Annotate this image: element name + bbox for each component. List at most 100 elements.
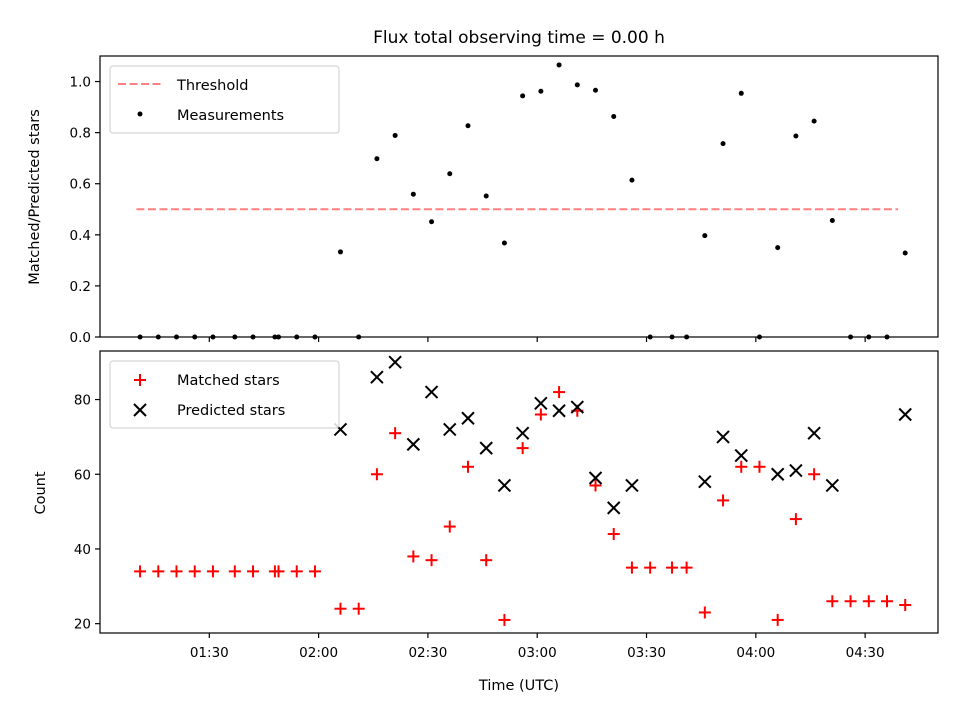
measurement-point (556, 62, 562, 68)
matched-star-point (443, 520, 456, 533)
matched-star-point (461, 460, 474, 473)
matched-star-point (826, 595, 839, 608)
bottom-panel: 20 40 60 80 01:30 02:00 02:30 03:00 03:30 04:00 04… (33, 350, 939, 694)
predicted-star-point (734, 448, 748, 463)
bottom-y-tick-label: 20 (74, 617, 91, 633)
matched-legend-label: Matched stars (177, 373, 280, 389)
matched-star-point (607, 528, 620, 541)
top-panel: 0.0 0.2 0.4 0.6 0.8 1.0 Matched/Predicted sta… (27, 55, 939, 346)
measurement-point (538, 88, 544, 94)
chart-title: Flux total observing time = 0.00 h (373, 28, 665, 48)
measurement-point (465, 123, 471, 129)
matched-star-point (880, 595, 893, 608)
matched-star-point (644, 561, 657, 574)
predicted-star-point (479, 441, 493, 455)
matched-star-point (188, 565, 201, 578)
top-y-tick-label: 0.8 (70, 126, 91, 142)
matched-star-point (753, 460, 766, 473)
x-tick-label: 03:30 (627, 645, 666, 661)
predicted-star-point (424, 385, 439, 399)
matched-star-point (206, 565, 219, 578)
predicted-star-point (716, 430, 730, 444)
matched-star-point (534, 408, 547, 421)
top-y-tick-label: 0.0 (70, 330, 91, 346)
predicted-star-point (698, 475, 712, 489)
predicted-star-point (534, 396, 548, 410)
predicted-star-point (388, 355, 402, 369)
bottom-y-tick-label: 80 (74, 393, 91, 409)
predicted-star-point (461, 411, 475, 425)
matched-star-point (862, 595, 875, 608)
bottom-legend: Matched stars Predicted stars (109, 360, 340, 429)
measurement-point (720, 141, 726, 147)
matched-star-point (247, 565, 260, 578)
matched-star-point (170, 565, 183, 578)
top-y-tick-label: 1.0 (70, 75, 91, 91)
top-y-tick-label: 0.6 (70, 177, 91, 193)
matched-star-point (717, 494, 730, 507)
measurement-point (374, 156, 380, 162)
matched-star-point (370, 468, 383, 481)
predicted-star-point (825, 478, 840, 493)
matched-star-point (789, 513, 802, 526)
matched-star-point (516, 442, 529, 455)
predicted-legend-label: Predicted stars (177, 403, 285, 419)
matched-star-point (698, 606, 711, 619)
measurement-point (574, 82, 580, 88)
measurement-point (593, 87, 599, 93)
matched-star-point (308, 565, 321, 578)
predicted-star-point (789, 463, 803, 478)
matched-star-point (680, 561, 693, 574)
measurement-point (629, 177, 635, 183)
predicted-star-point (552, 404, 566, 418)
measurement-point (501, 240, 507, 246)
x-tick-label: 02:00 (299, 645, 338, 661)
measurement-point (483, 193, 489, 199)
matched-star-point (735, 460, 748, 473)
predicted-star-point (607, 501, 621, 515)
measurement-point (829, 218, 835, 224)
threshold-legend-label: Threshold (176, 78, 248, 94)
top-y-axis-label: Matched/Predicted stars (27, 109, 43, 285)
matched-star-point (152, 565, 165, 578)
predicted-star-point (770, 467, 785, 481)
matched-star-point (272, 565, 285, 578)
matched-star-point (134, 565, 147, 578)
matched-star-point (899, 598, 912, 611)
bottom-legend-box (109, 360, 340, 429)
top-y-tick-label: 0.4 (70, 228, 91, 244)
matched-legend-swatch (134, 374, 146, 386)
predicted-star-point (406, 437, 421, 452)
bottom-y-tick-label: 40 (74, 542, 91, 558)
matched-star-point (589, 479, 602, 492)
matched-star-point (553, 386, 566, 399)
matched-star-point (389, 427, 402, 440)
matched-star-point (666, 561, 679, 574)
bottom-y-tick-label: 60 (74, 467, 91, 483)
matched-star-point (228, 565, 241, 578)
measurement-point (429, 219, 435, 225)
x-tick-label: 02:30 (408, 645, 447, 661)
x-axis-label: Time (UTC) (478, 678, 559, 694)
measurement-point (611, 114, 617, 120)
predicted-star-point (588, 471, 603, 485)
predicted-star-point (497, 478, 512, 493)
measurement-point (793, 133, 799, 139)
measurement-point (410, 191, 416, 197)
matched-star-point (407, 550, 420, 563)
top-ticks: 0.0 0.2 0.4 0.6 0.8 1.0 (70, 75, 866, 346)
matched-star-point (808, 468, 821, 481)
matched-star-point (425, 554, 438, 567)
matched-star-point (480, 554, 493, 567)
matched-star-point (352, 602, 365, 615)
matched-star-point (498, 613, 511, 626)
measurement-point (811, 118, 817, 124)
predicted-legend-swatch (133, 403, 147, 417)
measurement-point (392, 132, 398, 138)
measurement-point (520, 93, 526, 99)
matched-star-point (625, 561, 638, 574)
measurement-point (738, 90, 744, 96)
measurement-point (337, 249, 343, 255)
predicted-star-point (898, 407, 912, 422)
